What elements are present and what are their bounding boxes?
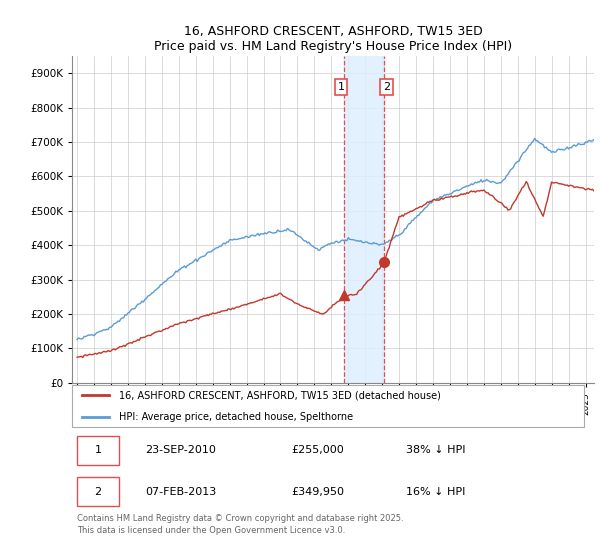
Bar <box>344 56 383 383</box>
Text: 16, ASHFORD CRESCENT, ASHFORD, TW15 3ED (detached house): 16, ASHFORD CRESCENT, ASHFORD, TW15 3ED … <box>119 390 441 400</box>
FancyBboxPatch shape <box>72 385 584 427</box>
Title: 16, ASHFORD CRESCENT, ASHFORD, TW15 3ED
Price paid vs. HM Land Registry's House : 16, ASHFORD CRESCENT, ASHFORD, TW15 3ED … <box>154 25 512 53</box>
Text: Contains HM Land Registry data © Crown copyright and database right 2025.
This d: Contains HM Land Registry data © Crown c… <box>77 514 404 535</box>
Text: 1: 1 <box>338 82 344 92</box>
Text: HPI: Average price, detached house, Spelthorne: HPI: Average price, detached house, Spel… <box>119 412 353 422</box>
Text: 38% ↓ HPI: 38% ↓ HPI <box>406 445 466 455</box>
FancyBboxPatch shape <box>77 477 119 506</box>
Text: 23-SEP-2010: 23-SEP-2010 <box>145 445 216 455</box>
Text: £255,000: £255,000 <box>291 445 344 455</box>
Text: 1: 1 <box>95 445 101 455</box>
Text: 2: 2 <box>95 487 101 497</box>
Text: 2: 2 <box>383 82 390 92</box>
Text: 07-FEB-2013: 07-FEB-2013 <box>145 487 217 497</box>
Text: 16% ↓ HPI: 16% ↓ HPI <box>406 487 466 497</box>
FancyBboxPatch shape <box>77 436 119 465</box>
Text: £349,950: £349,950 <box>291 487 344 497</box>
